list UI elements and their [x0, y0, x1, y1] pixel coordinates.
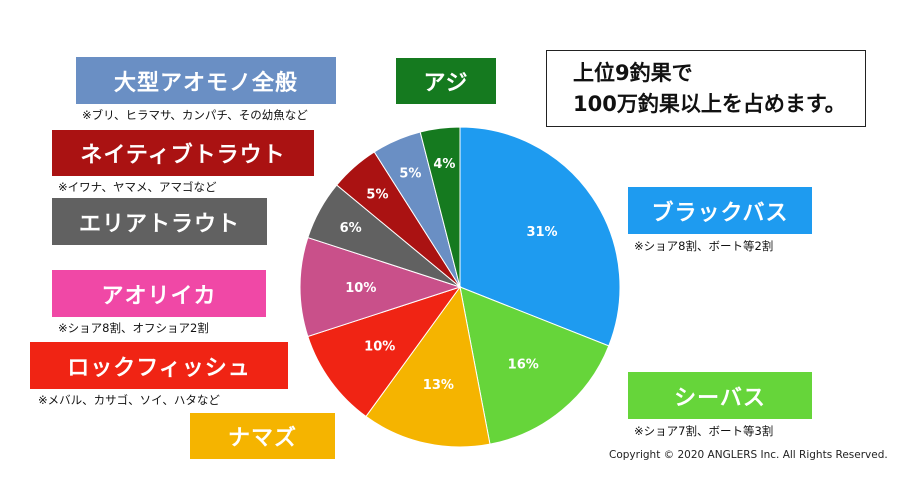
pie-slice-label-3: 10%	[364, 339, 395, 354]
pie-slice-label-8: 4%	[433, 157, 455, 172]
label-namazu: ナマズ	[190, 413, 335, 459]
pie-slice-label-5: 6%	[340, 221, 362, 236]
pie-slice-label-7: 5%	[399, 166, 421, 181]
label-seabass: シーバス	[628, 372, 812, 419]
copyright-text: Copyright © 2020 ANGLERS Inc. All Rights…	[609, 449, 888, 461]
pie-slice-4	[299, 236, 462, 338]
pie-slice-1	[459, 286, 610, 445]
note-aomono: ※ブリ、ヒラマサ、カンパチ、その幼魚など	[82, 108, 308, 122]
note-rockfish: ※メバル、カサゴ、ソイ、ハタなど	[38, 393, 220, 407]
label-aomono: 大型アオモノ全般	[76, 57, 336, 104]
summary-callout: 上位9釣果で 100万釣果以上を占めます。	[546, 50, 866, 127]
pie-slice-2	[365, 285, 491, 448]
callout-line-1: 上位9釣果で	[573, 60, 693, 85]
note-aori: ※ショア8割、オフショア2割	[58, 321, 209, 335]
pie-slice-label-4: 10%	[345, 281, 376, 296]
pie-slice-3	[307, 286, 462, 418]
label-area-trout: エリアトラウト	[52, 198, 267, 245]
pie-slice-label-6: 5%	[366, 187, 388, 202]
pie-slice-0	[459, 126, 621, 347]
label-blackbass: ブラックバス	[628, 187, 812, 234]
label-aji: アジ	[396, 58, 496, 104]
label-aori: アオリイカ	[52, 270, 266, 317]
note-seabass: ※ショア7割、ボート等3割	[634, 424, 774, 438]
pie-slice-label-0: 31%	[526, 225, 557, 240]
pie-slice-label-2: 13%	[423, 378, 454, 393]
note-native-trout: ※イワナ、ヤマメ、アマゴなど	[58, 180, 217, 194]
pie-slice-8	[419, 126, 461, 288]
callout-line-2: 100万釣果以上を占めます。	[573, 91, 846, 116]
label-rockfish: ロックフィッシュ	[30, 342, 288, 389]
pie-slice-label-1: 16%	[508, 357, 539, 372]
note-blackbass: ※ショア8割、ボート等2割	[634, 239, 774, 253]
label-native-trout: ネイティブトラウト	[52, 130, 314, 176]
